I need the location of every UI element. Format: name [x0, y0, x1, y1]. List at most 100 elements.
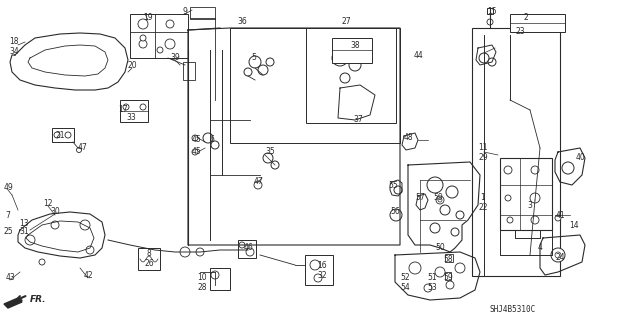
Bar — [305, 255, 333, 285]
Text: 27: 27 — [341, 18, 351, 26]
Polygon shape — [4, 298, 22, 308]
Text: 2: 2 — [524, 13, 529, 23]
Circle shape — [249, 56, 261, 68]
Bar — [210, 268, 230, 290]
Circle shape — [530, 193, 540, 203]
Text: 6: 6 — [209, 136, 214, 145]
Circle shape — [555, 252, 561, 258]
Bar — [138, 248, 160, 270]
Text: 25: 25 — [3, 227, 13, 236]
Text: 38: 38 — [350, 41, 360, 49]
Circle shape — [531, 166, 539, 174]
Circle shape — [254, 181, 262, 189]
Text: 52: 52 — [400, 273, 410, 283]
Circle shape — [349, 59, 361, 71]
Text: 10: 10 — [197, 273, 207, 283]
Circle shape — [507, 217, 513, 223]
Text: 56: 56 — [390, 207, 400, 217]
Circle shape — [139, 40, 147, 48]
Text: 58: 58 — [443, 256, 453, 264]
Circle shape — [192, 149, 198, 155]
Text: 59: 59 — [433, 194, 443, 203]
Circle shape — [487, 19, 493, 25]
Text: 1: 1 — [481, 194, 485, 203]
Circle shape — [263, 153, 273, 163]
Text: 23: 23 — [515, 27, 525, 36]
Text: 35: 35 — [265, 147, 275, 157]
Circle shape — [555, 215, 561, 221]
Text: 53: 53 — [427, 284, 437, 293]
Circle shape — [314, 274, 322, 282]
Text: 50: 50 — [435, 243, 445, 253]
Bar — [120, 100, 148, 122]
Circle shape — [479, 53, 489, 63]
Circle shape — [123, 104, 129, 110]
Bar — [472, 28, 560, 276]
Text: 59: 59 — [443, 273, 453, 283]
Bar — [190, 7, 215, 19]
Bar — [230, 28, 400, 143]
Circle shape — [531, 216, 539, 224]
Circle shape — [166, 20, 174, 28]
Text: 31: 31 — [19, 227, 29, 236]
Circle shape — [551, 248, 565, 262]
Circle shape — [157, 47, 163, 53]
Circle shape — [51, 221, 59, 229]
Circle shape — [409, 262, 421, 274]
Text: 34: 34 — [9, 47, 19, 56]
Text: 43: 43 — [5, 273, 15, 283]
Circle shape — [54, 132, 60, 138]
Bar — [183, 62, 195, 80]
Text: 21: 21 — [55, 130, 65, 139]
Text: 46: 46 — [243, 243, 253, 253]
Circle shape — [340, 73, 350, 83]
Text: 20: 20 — [127, 61, 137, 70]
Circle shape — [192, 135, 198, 141]
Circle shape — [394, 186, 402, 194]
Text: 49: 49 — [3, 183, 13, 192]
Text: 5: 5 — [252, 54, 257, 63]
Circle shape — [180, 247, 190, 257]
Text: 24: 24 — [555, 254, 565, 263]
Circle shape — [456, 211, 464, 219]
Circle shape — [77, 147, 81, 152]
Circle shape — [455, 263, 465, 273]
Circle shape — [488, 58, 496, 66]
Bar — [52, 128, 74, 142]
Text: 33: 33 — [126, 113, 136, 122]
Text: 14: 14 — [569, 220, 579, 229]
Bar — [510, 14, 565, 32]
Circle shape — [25, 235, 35, 245]
Circle shape — [446, 186, 458, 198]
Circle shape — [562, 162, 574, 174]
Text: 7: 7 — [6, 211, 10, 219]
Circle shape — [436, 196, 444, 204]
Circle shape — [196, 248, 204, 256]
Circle shape — [390, 209, 402, 221]
Text: 48: 48 — [403, 133, 413, 143]
Text: FR.: FR. — [30, 295, 47, 305]
Circle shape — [246, 248, 254, 256]
Text: 51: 51 — [427, 273, 437, 283]
Text: 47: 47 — [78, 143, 88, 152]
Circle shape — [86, 246, 94, 254]
Circle shape — [140, 35, 146, 41]
Bar — [445, 272, 451, 280]
Bar — [130, 14, 188, 58]
Circle shape — [440, 205, 450, 215]
Text: 11: 11 — [478, 144, 488, 152]
Bar — [238, 240, 256, 258]
Circle shape — [211, 141, 219, 149]
Circle shape — [203, 133, 213, 143]
Text: 42: 42 — [83, 271, 93, 280]
Text: 8: 8 — [147, 249, 152, 258]
Text: 28: 28 — [197, 284, 207, 293]
Circle shape — [258, 65, 268, 75]
Text: 22: 22 — [478, 204, 488, 212]
Text: 39: 39 — [170, 53, 180, 62]
Text: 16: 16 — [317, 261, 327, 270]
Text: 30: 30 — [50, 207, 60, 217]
Bar — [445, 254, 453, 262]
Text: 17: 17 — [118, 105, 128, 114]
Text: 45: 45 — [191, 136, 201, 145]
